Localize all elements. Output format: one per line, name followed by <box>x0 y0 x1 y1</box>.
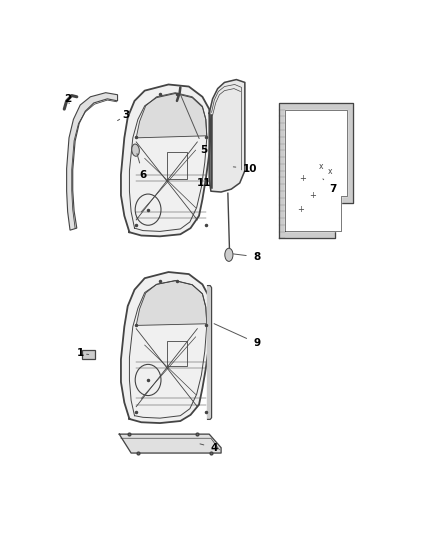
Text: 2: 2 <box>64 94 71 104</box>
Text: 1: 1 <box>77 348 88 358</box>
Polygon shape <box>136 281 207 325</box>
Text: x: x <box>328 167 332 176</box>
Polygon shape <box>209 79 245 192</box>
Text: x: x <box>319 162 324 171</box>
Text: 9: 9 <box>214 324 260 348</box>
Text: 10: 10 <box>233 164 257 174</box>
Polygon shape <box>279 103 353 238</box>
Ellipse shape <box>132 144 139 156</box>
Text: +: + <box>297 205 304 214</box>
Ellipse shape <box>225 248 233 261</box>
Polygon shape <box>208 286 212 419</box>
Text: +: + <box>299 174 306 183</box>
Polygon shape <box>121 84 211 236</box>
Text: 11: 11 <box>197 178 212 188</box>
Polygon shape <box>285 110 347 231</box>
FancyBboxPatch shape <box>82 350 95 359</box>
Text: 3: 3 <box>117 110 130 120</box>
Polygon shape <box>67 93 117 230</box>
Polygon shape <box>136 93 207 138</box>
Text: 8: 8 <box>233 252 260 262</box>
Text: 7: 7 <box>323 179 337 194</box>
Text: 5: 5 <box>181 95 208 155</box>
Text: +: + <box>309 191 316 200</box>
Polygon shape <box>121 272 211 423</box>
Text: 6: 6 <box>137 154 147 180</box>
Polygon shape <box>119 434 221 453</box>
Text: 4: 4 <box>200 443 218 453</box>
